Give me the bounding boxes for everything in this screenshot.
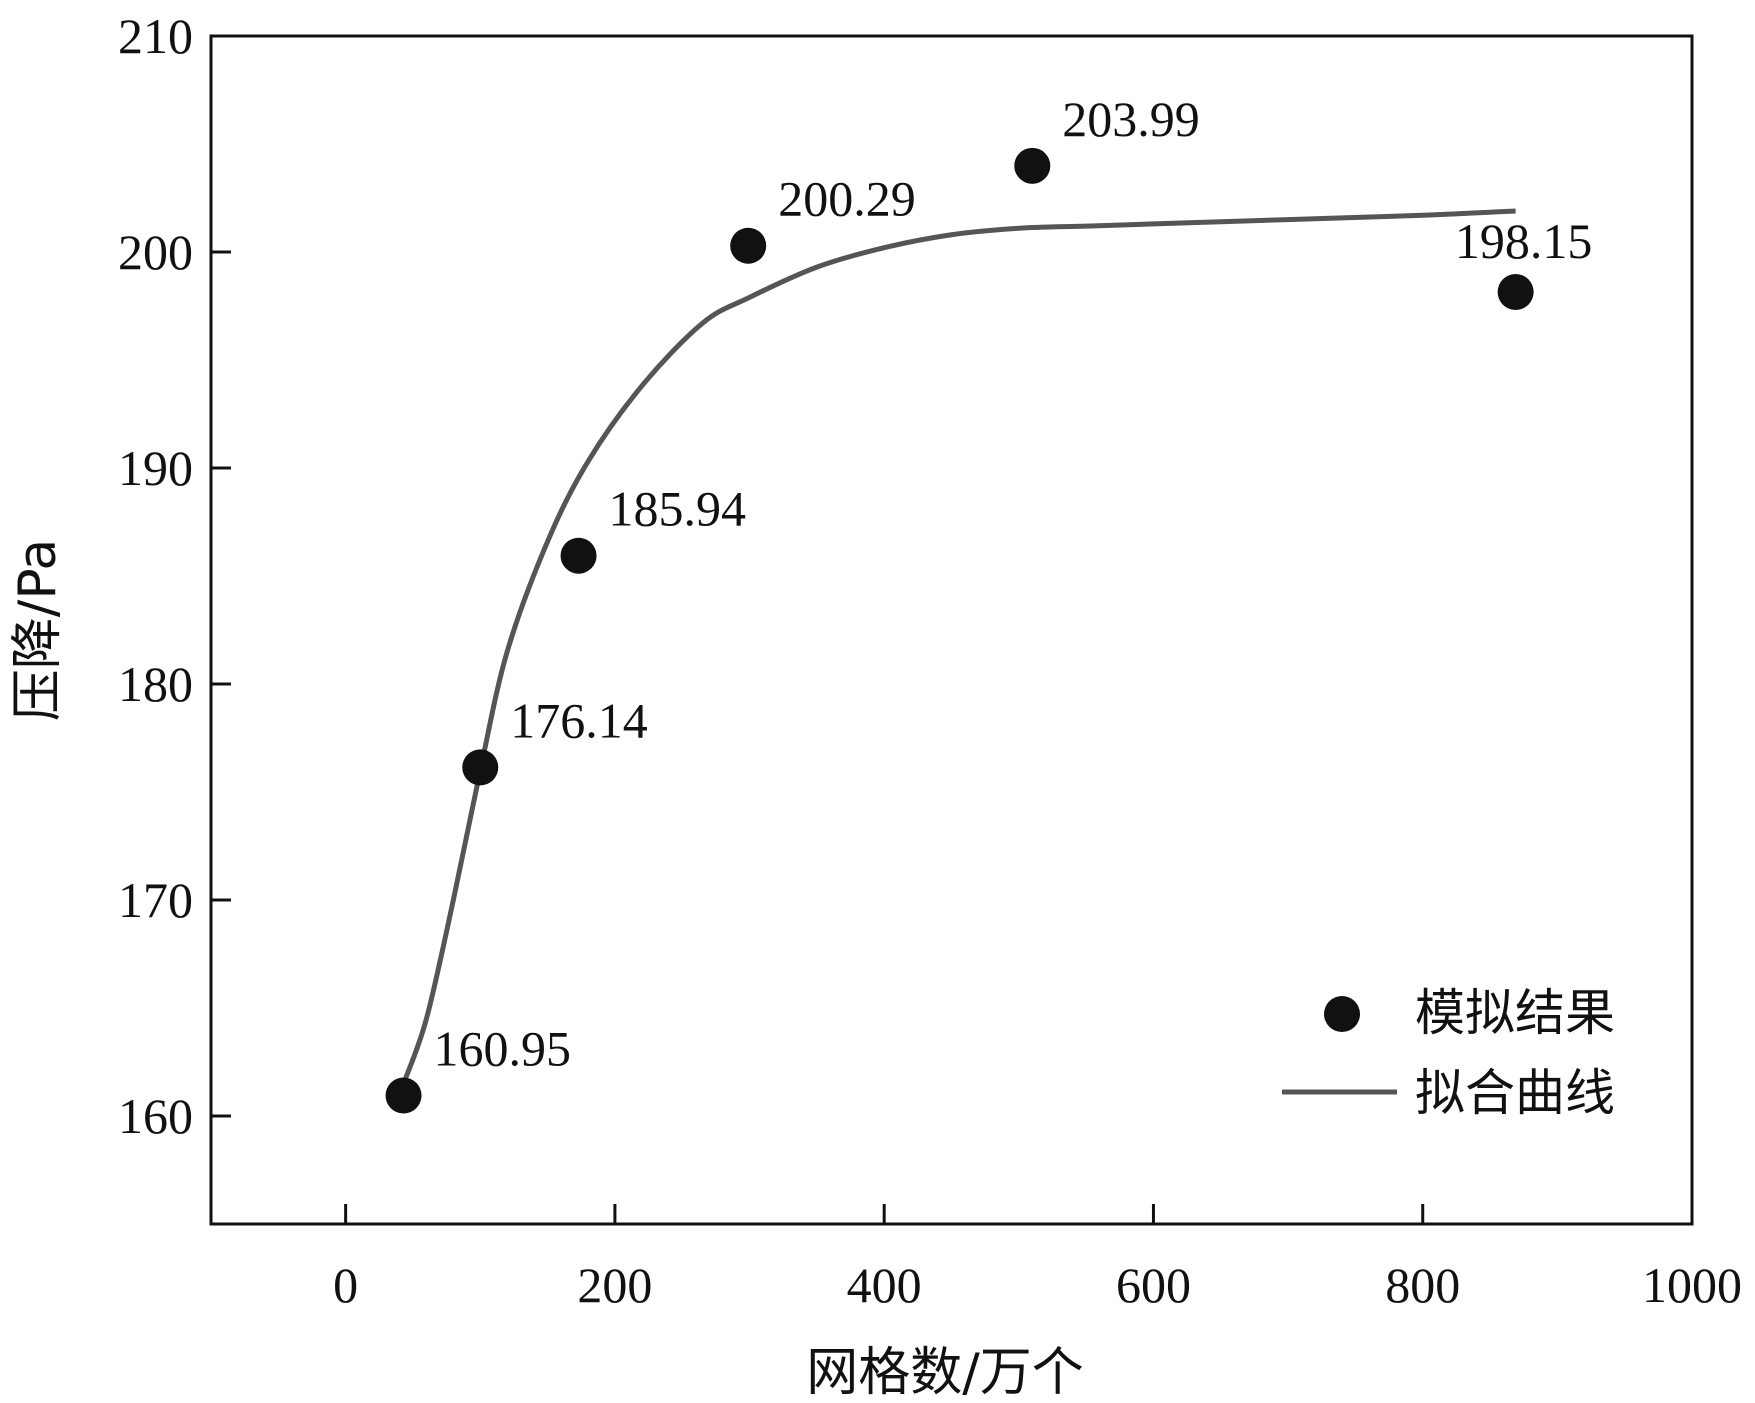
data-label: 203.99 bbox=[1062, 91, 1200, 147]
y-tick-label: 190 bbox=[118, 440, 193, 496]
data-label: 160.95 bbox=[434, 1020, 572, 1076]
data-point bbox=[462, 749, 499, 786]
y-tick-label: 160 bbox=[118, 1088, 193, 1144]
data-label: 200.29 bbox=[778, 171, 916, 227]
data-label: 176.14 bbox=[510, 692, 647, 748]
data-point bbox=[730, 227, 767, 264]
legend: 模拟结果 拟合曲线 bbox=[1282, 984, 1615, 1122]
x-tick-label: 400 bbox=[847, 1257, 922, 1313]
plot-frame bbox=[209, 34, 1694, 1226]
x-axis-title: 网格数/万个 bbox=[806, 1343, 1084, 1403]
x-tick-label: 800 bbox=[1385, 1257, 1460, 1313]
data-point bbox=[1014, 147, 1051, 184]
data-point bbox=[1497, 273, 1534, 310]
y-tick-label: 210 bbox=[118, 8, 193, 64]
legend-label-scatter: 模拟结果 bbox=[1415, 984, 1615, 1042]
data-point bbox=[385, 1077, 422, 1114]
x-tick-label: 600 bbox=[1116, 1257, 1191, 1313]
legend-marker-scatter bbox=[1324, 996, 1360, 1032]
y-axis-title: 压降/Pa bbox=[8, 539, 68, 721]
y-tick-label: 200 bbox=[118, 224, 193, 280]
y-tick-label: 170 bbox=[118, 872, 193, 928]
data-label: 198.15 bbox=[1455, 213, 1593, 269]
x-tick-label: 0 bbox=[333, 1257, 358, 1313]
fit-curve-line bbox=[401, 208, 1516, 1085]
data-label: 185.94 bbox=[609, 481, 747, 537]
data-point bbox=[560, 537, 597, 574]
y-tick-label: 180 bbox=[118, 656, 193, 712]
legend-label-line: 拟合曲线 bbox=[1415, 1064, 1615, 1122]
x-tick-label: 1000 bbox=[1642, 1257, 1742, 1313]
x-tick-label: 200 bbox=[577, 1257, 652, 1313]
